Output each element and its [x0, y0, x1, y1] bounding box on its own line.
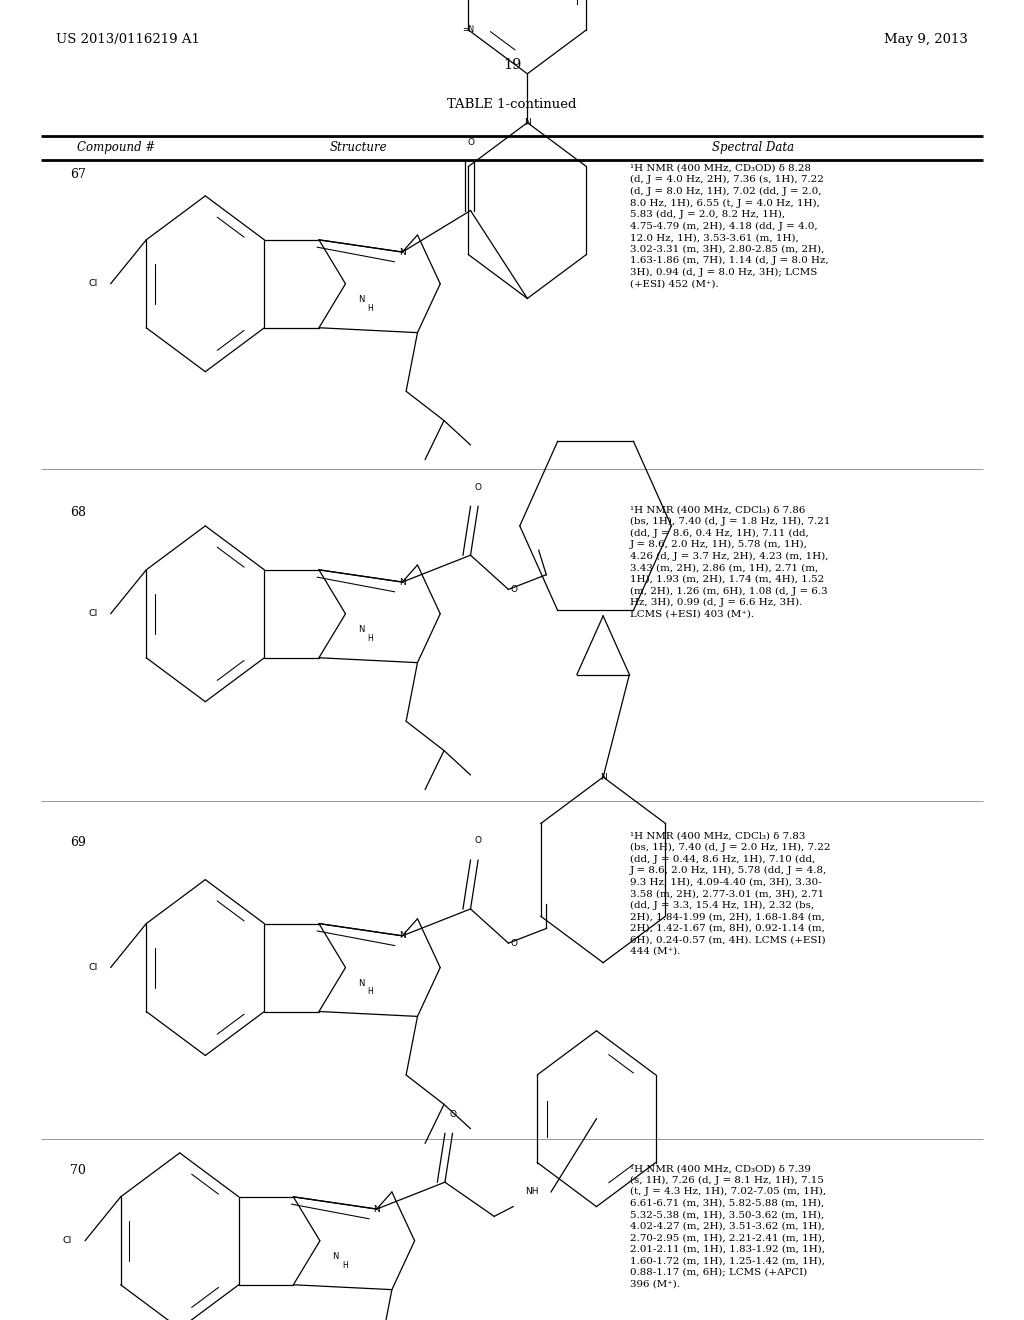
Text: O: O	[474, 837, 481, 845]
Text: O: O	[467, 139, 474, 147]
Text: O: O	[510, 585, 517, 594]
Text: Cl: Cl	[88, 964, 97, 972]
Text: Compound #: Compound #	[77, 141, 155, 154]
Text: Cl: Cl	[62, 1237, 72, 1245]
Text: Cl: Cl	[88, 280, 97, 288]
Text: H: H	[368, 987, 374, 997]
Text: TABLE 1-continued: TABLE 1-continued	[447, 98, 577, 111]
Text: ¹H NMR (400 MHz, CD₃OD) δ 7.39
(s, 1H), 7.26 (d, J = 8.1 Hz, 1H), 7.15
(t, J = 4: ¹H NMR (400 MHz, CD₃OD) δ 7.39 (s, 1H), …	[630, 1164, 826, 1288]
Text: H: H	[368, 304, 374, 313]
Text: O: O	[474, 483, 481, 491]
Text: 70: 70	[70, 1164, 86, 1177]
Text: 68: 68	[70, 506, 86, 519]
Text: O: O	[510, 939, 517, 948]
Text: N: N	[600, 772, 606, 781]
Text: N: N	[333, 1253, 339, 1262]
Text: =N: =N	[462, 25, 474, 34]
Text: N: N	[374, 1205, 380, 1213]
Text: N: N	[399, 932, 406, 940]
Text: Spectral Data: Spectral Data	[712, 141, 794, 154]
Text: N: N	[358, 979, 365, 987]
Text: May 9, 2013: May 9, 2013	[884, 33, 968, 46]
Text: ¹H NMR (400 MHz, CD₃OD) δ 8.28
(d, J = 4.0 Hz, 2H), 7.36 (s, 1H), 7.22
(d, J = 8: ¹H NMR (400 MHz, CD₃OD) δ 8.28 (d, J = 4…	[630, 164, 828, 288]
Text: O: O	[449, 1110, 456, 1119]
Text: N: N	[399, 578, 406, 586]
Text: 69: 69	[70, 836, 86, 849]
Text: Structure: Structure	[330, 141, 387, 154]
Text: N: N	[358, 296, 365, 304]
Text: N: N	[358, 626, 365, 634]
Text: ¹H NMR (400 MHz, CDCl₃) δ 7.86
(bs, 1H), 7.40 (d, J = 1.8 Hz, 1H), 7.21
(dd, J =: ¹H NMR (400 MHz, CDCl₃) δ 7.86 (bs, 1H),…	[630, 506, 830, 619]
Text: 19: 19	[503, 58, 521, 73]
Text: Cl: Cl	[88, 610, 97, 618]
Text: N: N	[524, 117, 530, 127]
Text: ¹H NMR (400 MHz, CDCl₃) δ 7.83
(bs, 1H), 7.40 (d, J = 2.0 Hz, 1H), 7.22
(dd, J =: ¹H NMR (400 MHz, CDCl₃) δ 7.83 (bs, 1H),…	[630, 832, 830, 956]
Text: US 2013/0116219 A1: US 2013/0116219 A1	[56, 33, 201, 46]
Text: N: N	[399, 248, 406, 256]
Text: H: H	[368, 634, 374, 643]
Text: NH: NH	[525, 1188, 539, 1196]
Text: 67: 67	[70, 168, 86, 181]
Text: H: H	[342, 1261, 348, 1270]
